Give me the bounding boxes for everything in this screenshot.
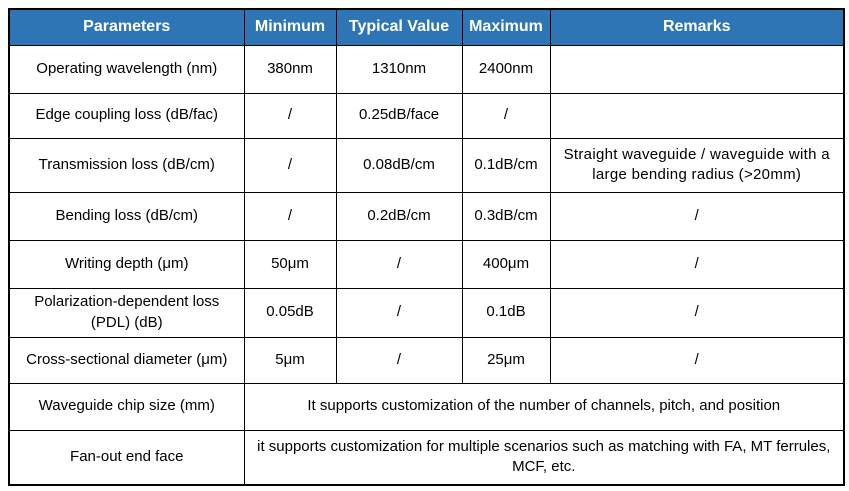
table-row-bending-loss: Bending loss (dB/cm) / 0.2dB/cm 0.3dB/cm… (8, 191, 845, 241)
table-row-waveguide-chip-size: Waveguide chip size (mm) It supports cus… (8, 382, 845, 431)
cell-parameter: Fan-out end face (8, 429, 245, 486)
cell-remarks (549, 92, 845, 139)
cell-typical: / (335, 287, 463, 338)
cell-maximum: 400μm (461, 239, 551, 289)
table-row-polarization-dependent-loss: Polarization-dependent loss (PDL) (dB) 0… (8, 287, 845, 338)
cell-remarks: / (549, 336, 845, 384)
cell-remarks: / (549, 239, 845, 289)
cell-typical: 0.2dB/cm (335, 191, 463, 241)
cell-minimum: / (243, 137, 337, 193)
cell-maximum: 0.1dB/cm (461, 137, 551, 193)
header-typical-value: Typical Value (335, 8, 463, 46)
cell-maximum: 0.3dB/cm (461, 191, 551, 241)
cell-maximum: 2400nm (461, 44, 551, 94)
table-row-fan-out-end-face: Fan-out end face it supports customizati… (8, 429, 845, 486)
cell-parameter: Operating wavelength (nm) (8, 44, 245, 94)
cell-minimum: 5μm (243, 336, 337, 384)
table-row-transmission-loss: Transmission loss (dB/cm) / 0.08dB/cm 0.… (8, 137, 845, 193)
cell-minimum: 0.05dB (243, 287, 337, 338)
cell-maximum: / (461, 92, 551, 139)
header-remarks: Remarks (549, 8, 845, 46)
cell-parameter: Edge coupling loss (dB/fac) (8, 92, 245, 139)
cell-parameter: Transmission loss (dB/cm) (8, 137, 245, 193)
table-row-writing-depth: Writing depth (μm) 50μm / 400μm / (8, 239, 845, 289)
header-parameters: Parameters (8, 8, 245, 46)
cell-parameter: Writing depth (μm) (8, 239, 245, 289)
header-minimum: Minimum (243, 8, 337, 46)
cell-minimum: 380nm (243, 44, 337, 94)
cell-typical: 0.25dB/face (335, 92, 463, 139)
cell-parameter: Polarization-dependent loss (PDL) (dB) (8, 287, 245, 338)
cell-parameter: Cross-sectional diameter (μm) (8, 336, 245, 384)
cell-remarks: / (549, 191, 845, 241)
table-row-operating-wavelength: Operating wavelength (nm) 380nm 1310nm 2… (8, 44, 845, 94)
cell-merged-value: it supports customization for multiple s… (243, 429, 845, 486)
cell-typical: / (335, 239, 463, 289)
cell-maximum: 0.1dB (461, 287, 551, 338)
table-row-cross-sectional-diameter: Cross-sectional diameter (μm) 5μm / 25μm… (8, 336, 845, 384)
cell-minimum: / (243, 92, 337, 139)
cell-parameter: Bending loss (dB/cm) (8, 191, 245, 241)
cell-remarks: / (549, 287, 845, 338)
header-row: Parameters Minimum Typical Value Maximum… (8, 8, 845, 46)
cell-maximum: 25μm (461, 336, 551, 384)
cell-remarks (549, 44, 845, 94)
cell-minimum: / (243, 191, 337, 241)
cell-parameter: Waveguide chip size (mm) (8, 382, 245, 431)
header-maximum: Maximum (461, 8, 551, 46)
table-row-edge-coupling-loss: Edge coupling loss (dB/fac) / 0.25dB/fac… (8, 92, 845, 139)
cell-remarks: Straight waveguide / waveguide with a la… (549, 137, 845, 193)
cell-merged-value: It supports customization of the number … (243, 382, 845, 431)
cell-minimum: 50μm (243, 239, 337, 289)
cell-typical: 1310nm (335, 44, 463, 94)
spec-table: Parameters Minimum Typical Value Maximum… (8, 8, 845, 486)
cell-typical: / (335, 336, 463, 384)
cell-typical: 0.08dB/cm (335, 137, 463, 193)
